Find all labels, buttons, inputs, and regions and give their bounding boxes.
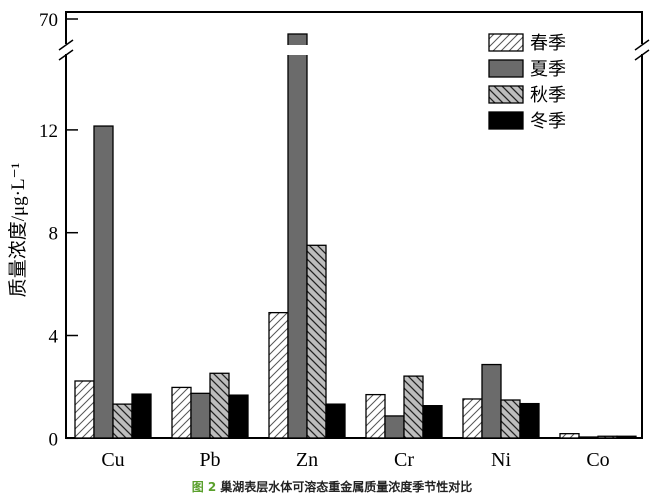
bar-Ni-1 [481,363,502,439]
axis-break-mark [634,39,650,51]
bar-Cr-2 [403,375,424,439]
axis-break-gap [639,44,645,54]
bar-Co-3 [616,435,637,439]
y-axis-label: 质量浓度/μg·L⁻¹ [7,162,29,297]
bar-Ni-2 [500,399,521,439]
x-tick-label: Pb [199,449,220,471]
axis-break-mark [58,49,74,61]
bar-Co-0 [559,433,580,439]
legend-swatch [488,59,524,78]
bar-Zn-2 [306,244,327,439]
bar-Cu-3 [131,393,152,439]
figure-caption: 图 2 巢湖表层水体可溶态重金属质量浓度季节性对比 [0,478,664,495]
bar-Pb-2 [209,372,230,439]
bar-Cu-2 [112,403,133,439]
bar-Cu-1 [93,125,114,439]
bar-Co-2 [597,435,618,439]
x-tick-label: Ni [491,449,511,471]
plot-frame [65,11,643,439]
plot-border [65,11,643,439]
x-tick-label: Co [586,449,609,471]
x-tick-label: Cr [394,449,414,471]
legend-swatch [488,33,524,52]
legend-label: 秋季 [530,85,566,106]
bar-Ni-0 [462,398,483,439]
bar-Cu-0 [74,380,95,439]
axis-break-mark [634,49,650,61]
axis-break-gap [63,44,69,54]
axis-break-mark [58,39,74,51]
legend-swatch [488,111,524,130]
figure-label: 图 2 [191,480,217,494]
bar-break-gap [287,45,308,55]
x-tick-label: Cu [101,449,124,471]
y-tick-label: 8 [49,224,59,245]
y-tick-label: 12 [39,121,58,142]
bar-Pb-0 [171,386,192,439]
y-tick-label: 0 [49,429,59,450]
legend-label: 夏季 [530,59,566,80]
y-tick-label: 4 [49,327,59,348]
legend-label: 冬季 [530,111,566,132]
legend-swatch [488,85,524,104]
legend-label: 春季 [530,33,566,54]
bars [74,33,637,439]
x-tick-label: Zn [296,449,318,471]
bar-Pb-3 [228,394,249,439]
bar-Pb-1 [190,392,211,439]
axes: Cu Pb Zn Cr Ni Co 0 4 8 12 70 [39,10,650,471]
caption-text: 巢湖表层水体可溶态重金属质量浓度季节性对比 [220,480,473,494]
bar-Zn-1 [287,33,308,439]
bar-Cr-1 [384,415,405,439]
bar-Ni-3 [519,402,540,439]
bar-Cr-0 [365,393,386,439]
y-tick-label: 70 [39,10,58,31]
bar-Co-1 [578,436,599,439]
bar-Cr-3 [422,405,443,439]
bar-Zn-3 [325,403,346,439]
bar-Zn-0 [268,311,289,439]
